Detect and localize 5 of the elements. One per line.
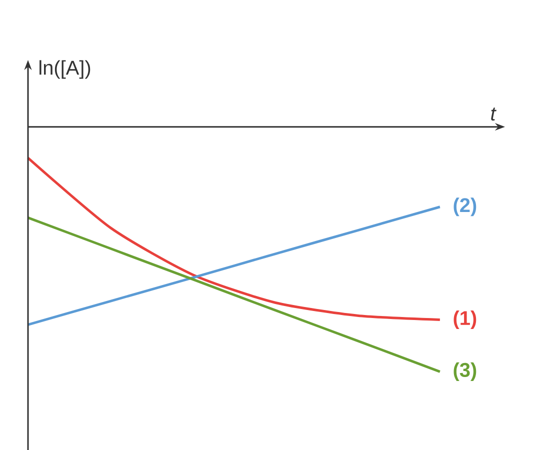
series-label: (1) [454, 310, 476, 330]
series-label: (2) [454, 198, 476, 216]
y-axis-title: ln([A]) [40, 60, 90, 79]
x-axis-title: t [491, 108, 496, 121]
series-label: (3) [454, 362, 476, 381]
